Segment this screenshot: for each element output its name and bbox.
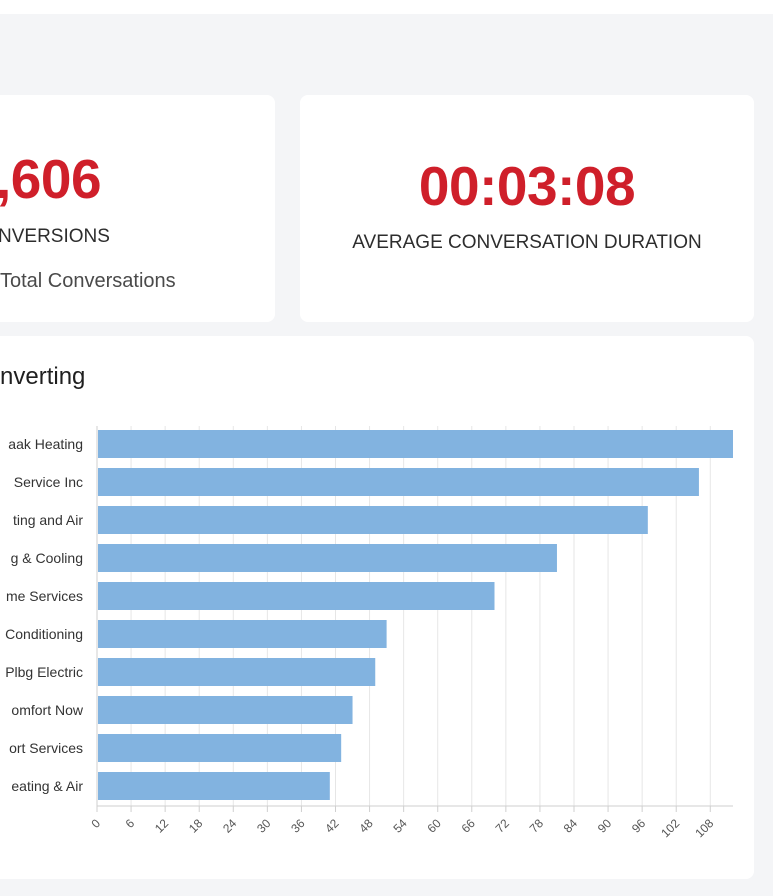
category-label: aak Heating xyxy=(8,436,83,452)
conversions-value: ,606 xyxy=(0,148,102,210)
bar[interactable] xyxy=(98,582,495,610)
x-tick-label: 54 xyxy=(390,816,410,836)
x-tick-label: 90 xyxy=(595,816,615,836)
x-tick-label: 96 xyxy=(629,816,649,836)
category-label: Conditioning xyxy=(5,626,83,642)
x-tick-label: 24 xyxy=(220,816,240,836)
x-tick-label: 84 xyxy=(561,816,581,836)
bar[interactable] xyxy=(98,658,376,686)
x-tick-label: 108 xyxy=(692,816,716,840)
bar-chart: aak Heating Service Inc ting and Air g & Co… xyxy=(5,426,733,840)
category-label: me Services xyxy=(6,588,83,604)
x-tick-label: 60 xyxy=(424,816,444,836)
category-label: ting and Air xyxy=(13,512,83,528)
category-label: omfort Now xyxy=(11,702,83,718)
x-tick-label: 36 xyxy=(288,816,308,836)
bar[interactable] xyxy=(98,772,330,800)
x-tick-label: 18 xyxy=(186,816,206,836)
category-label: g & Cooling xyxy=(11,550,83,566)
bar[interactable] xyxy=(98,468,699,496)
x-tick-label: 12 xyxy=(152,816,172,836)
category-label: Plbg Electric xyxy=(5,664,83,680)
bar[interactable] xyxy=(98,430,733,458)
x-tick-label: 48 xyxy=(356,816,376,836)
bar[interactable] xyxy=(98,544,557,572)
bar[interactable] xyxy=(98,506,648,534)
bar[interactable] xyxy=(98,620,387,648)
conversions-card xyxy=(0,95,275,322)
category-label: Service Inc xyxy=(14,474,83,490)
duration-value: 00:03:08 xyxy=(418,155,636,217)
bar[interactable] xyxy=(98,696,353,724)
category-label: eating & Air xyxy=(11,778,83,794)
x-tick-label: 42 xyxy=(322,816,342,836)
x-tick-label: 6 xyxy=(123,816,138,831)
duration-label: AVERAGE CONVERSATION DURATION xyxy=(352,232,702,253)
total-conversations-label: Total Conversations xyxy=(0,270,176,292)
bar[interactable] xyxy=(98,734,342,762)
duration-card xyxy=(300,95,754,322)
category-label: ort Services xyxy=(9,740,83,756)
x-tick-label: 66 xyxy=(459,816,479,836)
x-tick-label: 78 xyxy=(527,816,547,836)
x-tick-label: 30 xyxy=(254,816,274,836)
conversions-label: NVERSIONS xyxy=(0,226,110,247)
chart-title: nverting xyxy=(0,363,86,390)
x-tick-label: 0 xyxy=(88,816,103,831)
x-tick-label: 72 xyxy=(493,816,513,836)
x-tick-label: 102 xyxy=(658,816,682,840)
